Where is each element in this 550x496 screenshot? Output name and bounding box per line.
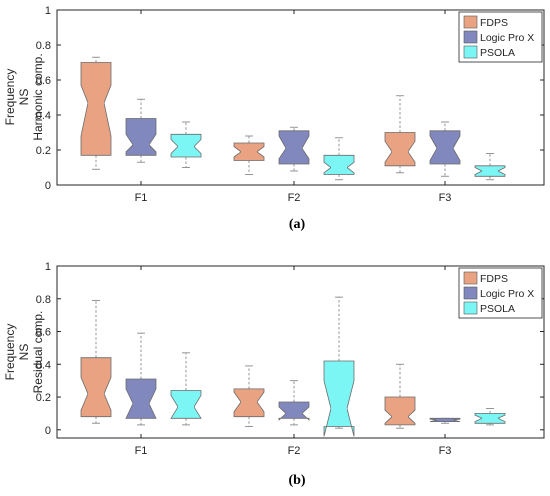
box-body	[80, 62, 112, 156]
box-fdps-f1	[80, 299, 112, 424]
box-body	[233, 388, 265, 418]
box-fdps-f2	[233, 365, 265, 427]
legend-swatch-logic-pro-x	[463, 286, 478, 300]
panel-b-marks	[80, 296, 506, 437]
y-tick-label: 0.8	[36, 40, 51, 52]
x-tick-label-f2: F2	[288, 192, 301, 204]
panel-a-ylabel-line3: Harmonic comp.	[31, 53, 45, 140]
legend-swatch-fdps	[463, 15, 478, 29]
panel-a-ylabel-line1: Frequency	[3, 69, 17, 126]
box-body	[170, 390, 202, 419]
box-body	[125, 378, 157, 419]
y-tick-label: 0.4	[36, 359, 51, 371]
box-body	[125, 118, 157, 156]
panel-b-ylabel-line3: Residual comp.	[31, 311, 45, 394]
x-tick-label-f1: F1	[135, 192, 148, 204]
panel-b-legend: FDPS Logic Pro X PSOLA	[458, 267, 543, 319]
panel-a-caption: (a)	[289, 217, 306, 232]
panel-a-xticks: F1 F2 F3	[135, 10, 452, 204]
x-tick-label-f3: F3	[439, 192, 452, 204]
legend-label-psola: PSOLA	[480, 47, 515, 59]
panel-a-legend: FDPS Logic Pro X PSOLA	[458, 11, 543, 63]
panel-b-caption: (b)	[288, 473, 305, 488]
legend-label-logic-pro-x: Logic Pro X	[480, 32, 534, 44]
panel-b-plot-frame	[56, 265, 545, 439]
x-tick-label-f2: F2	[288, 445, 301, 457]
box-fdps-f1	[80, 56, 112, 170]
y-tick-label: 0	[45, 180, 51, 192]
y-tick-label: 0.8	[36, 294, 51, 306]
panel-a-ylabel-line2: NS	[17, 89, 31, 106]
box-logic-pro-x-f3	[429, 121, 461, 177]
y-tick-label: 0.6	[36, 75, 51, 87]
box-body	[384, 132, 416, 167]
x-tick-label-f3: F3	[439, 445, 452, 457]
box-logic-pro-x-f3	[429, 417, 461, 424]
y-tick-label: 0.2	[36, 392, 51, 404]
box-fdps-f3	[384, 363, 416, 429]
panel-a: 0 0.2 0.4 0.6 0.8 1 F1 F2 F3 Frequency NS Harmo…	[3, 5, 545, 232]
panel-b: 0 0.2 0.4 0.6 0.8 1 F1 F2 F3 Frequency NS Resid…	[3, 261, 545, 488]
panel-b-ylabel-line2: NS	[17, 344, 31, 361]
box-fdps-f3	[384, 95, 416, 174]
box-body	[80, 357, 112, 418]
legend-label-fdps: FDPS	[480, 17, 508, 29]
legend-label-logic-pro-x: Logic Pro X	[480, 288, 534, 300]
box-psola-f1	[170, 121, 202, 168]
panel-b-yticks: 0 0.2 0.4 0.6 0.8 1	[36, 261, 544, 437]
y-tick-label: 0.4	[36, 110, 51, 122]
panel-b-ylabel-line1: Frequency	[3, 324, 17, 381]
box-body	[170, 133, 202, 158]
y-tick-label: 0	[45, 425, 51, 437]
legend-swatch-fdps	[463, 271, 478, 285]
box-body	[323, 360, 355, 437]
legend-label-psola: PSOLA	[480, 303, 515, 315]
box-body	[384, 396, 416, 426]
legend-label-fdps: FDPS	[480, 273, 508, 285]
box-psola-f1	[170, 352, 202, 426]
x-tick-label-f1: F1	[135, 445, 148, 457]
y-tick-label: 1	[45, 261, 51, 273]
panel-a-marks	[80, 56, 506, 181]
box-logic-pro-x-f1	[125, 332, 157, 426]
box-psola-f2	[323, 137, 355, 181]
legend-swatch-psola	[463, 301, 478, 315]
box-logic-pro-x-f1	[125, 98, 157, 163]
box-body	[323, 154, 355, 175]
panel-b-xticks: F1 F2 F3	[135, 266, 452, 457]
box-fdps-f2	[233, 135, 265, 175]
y-tick-label: 0.2	[36, 145, 51, 157]
panel-a-plot-frame	[56, 9, 545, 186]
y-tick-label: 0.6	[36, 327, 51, 339]
legend-swatch-psola	[463, 45, 478, 59]
box-body	[278, 130, 310, 165]
legend-swatch-logic-pro-x	[463, 30, 478, 44]
y-tick-label: 1	[45, 5, 51, 17]
box-logic-pro-x-f2	[278, 126, 310, 172]
box-psola-f3	[474, 153, 506, 181]
box-psola-f2	[323, 296, 355, 437]
box-psola-f3	[474, 408, 506, 426]
box-body	[278, 401, 310, 421]
box-logic-pro-x-f2	[278, 380, 310, 426]
box-body	[429, 130, 461, 165]
